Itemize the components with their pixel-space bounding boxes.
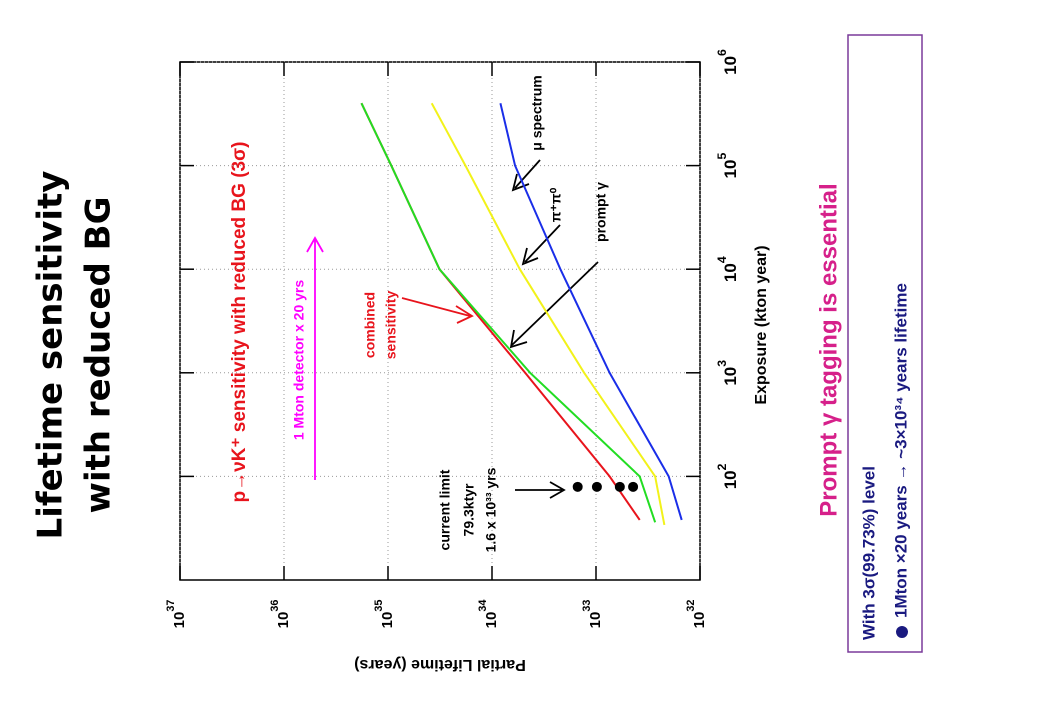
data-point (591, 481, 602, 492)
annotation: combined (362, 292, 378, 358)
tick-exponent: 6 (715, 49, 729, 56)
tick-label: 105 (715, 153, 740, 179)
tick-base: 10 (721, 367, 740, 386)
tick-base: 10 (721, 470, 740, 489)
tick-exponent: 33 (581, 600, 593, 612)
annotation: μ spectrum (529, 75, 545, 150)
y-axis-label: Partial Lifetime (years) (354, 656, 526, 673)
slide-note: Prompt γ tagging is essential (815, 183, 842, 516)
tick-label: 1036 (269, 600, 292, 629)
tick-label: 1037 (165, 600, 188, 629)
tick-base: 10 (721, 56, 740, 75)
tick-label: 1033 (581, 600, 604, 629)
tick-label: 1035 (373, 600, 396, 629)
tick-label: 104 (715, 256, 740, 282)
annotation: current limit (437, 469, 453, 550)
box-line: With 3σ(99.73%) level (859, 466, 878, 640)
tick-exponent: 35 (373, 600, 385, 612)
chart: p→νK⁺ sensitivity with reduced BG (3σ) E… (165, 49, 770, 673)
tick-label: 1032 (685, 600, 708, 629)
series-line (499, 102, 683, 521)
series-line (360, 102, 657, 523)
x-axis-label: Exposure (kton year) (753, 245, 770, 404)
tick-base: 10 (587, 612, 604, 629)
tick-base: 10 (721, 263, 740, 282)
series-line (430, 102, 666, 526)
tick-label: 102 (715, 463, 740, 489)
tick-exponent: 36 (269, 600, 281, 612)
bullet (896, 626, 908, 638)
tick-exponent: 5 (715, 153, 729, 160)
tick-base: 10 (171, 612, 188, 629)
tick-base: 10 (721, 160, 740, 179)
tick-label: 1034 (477, 600, 500, 629)
tick-label: 106 (715, 49, 740, 75)
annotation: sensitivity (383, 291, 399, 360)
tick-base: 10 (691, 612, 708, 629)
tick-base: 10 (379, 612, 396, 629)
box-line: 1Mton ×20 years → ~3×10³⁴ years lifetime (891, 283, 910, 618)
tick-exponent: 3 (715, 360, 729, 367)
annotation: prompt γ (593, 182, 609, 242)
tick-label: 103 (715, 360, 740, 386)
tick-exponent: 32 (685, 600, 697, 612)
data-point (628, 481, 639, 492)
data-point (572, 481, 583, 492)
tick-exponent: 4 (715, 256, 729, 263)
tick-exponent: 34 (477, 600, 489, 612)
tick-exponent: 2 (715, 463, 729, 470)
tick-base: 10 (483, 612, 500, 629)
tick-base: 10 (275, 612, 292, 629)
slide-title: Lifetime sensitivity (31, 171, 71, 540)
annotation: 1.6 x 10³³ yrs (483, 467, 499, 552)
note-box (847, 34, 923, 653)
chart-title: p→νK⁺ sensitivity with reduced BG (3σ) (229, 142, 250, 503)
annotation: π⁺π⁰ (548, 187, 564, 222)
data-point (614, 481, 625, 492)
annotation: 79.3ktyr (461, 483, 477, 536)
tick-exponent: 37 (165, 600, 177, 612)
annotation: 1 Mton detector x 20 yrs (291, 280, 307, 440)
slide-title: with reduced BG (79, 197, 119, 514)
